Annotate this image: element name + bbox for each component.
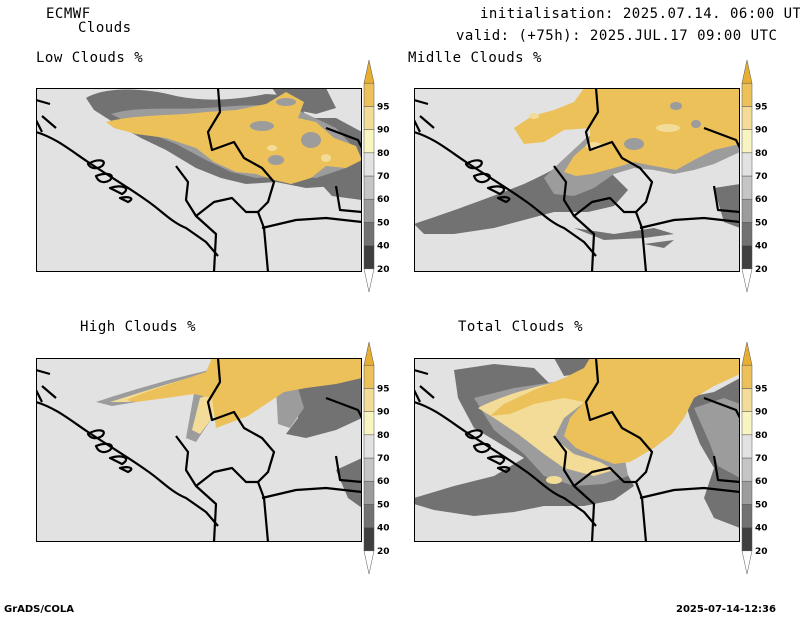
colorbar-segment [363, 222, 375, 246]
colorbar-segment [363, 364, 375, 389]
colorbar-segment [741, 129, 753, 154]
colorbar-segment [363, 341, 375, 366]
colorbar-tick-label: 20 [755, 265, 768, 275]
colorbar-segment [363, 198, 375, 223]
colorbar-tick-label: 70 [755, 172, 768, 182]
colorbar-tick-label: 90 [755, 126, 768, 136]
panel-title-high-clouds: High Clouds % [80, 319, 197, 335]
colorbar-segment [363, 480, 375, 505]
colorbar-tick-label: 80 [377, 149, 390, 159]
colorbar-segment [741, 527, 753, 552]
initialisation-time: initialisation: 2025.07.14. 06:00 UTC [480, 6, 800, 22]
colorbar-tick-label: 80 [755, 431, 768, 441]
colorbar-tick-label: 50 [377, 218, 390, 228]
valid-time: valid: (+75h): 2025.JUL.17 09:00 UTC [456, 28, 778, 44]
colorbar-tick-label: 95 [377, 384, 390, 394]
middle-clouds-map [414, 88, 740, 272]
colorbar-segment [741, 341, 753, 366]
colorbar-segment [363, 388, 375, 412]
colorbar-segment [363, 175, 375, 200]
colorbar-segment [363, 152, 375, 177]
colorbar-tick-label: 50 [377, 500, 390, 510]
colorbar-segment [363, 434, 375, 459]
colorbar-total: 20 40 50 60 70 80 90 95 [741, 341, 768, 575]
colorbar-segment [741, 175, 753, 200]
colorbar-tick-label: 40 [755, 524, 768, 534]
colorbar-segment [363, 59, 375, 84]
panel-title-middle-clouds: Midlle Clouds % [408, 50, 542, 66]
colorbar-segment [741, 434, 753, 459]
colorbar-tick-label: 90 [377, 126, 390, 136]
colorbar-segment [741, 106, 753, 130]
colorbar-segment [741, 222, 753, 246]
colorbar-segment [363, 411, 375, 436]
colorbar-tick-label: 70 [377, 172, 390, 182]
model-name: ECMWF [46, 6, 91, 22]
colorbar-tick-label: 80 [377, 431, 390, 441]
colorbar-segment [741, 411, 753, 436]
panel-title-total-clouds: Total Clouds % [458, 319, 584, 335]
colorbar-low: 20 40 50 60 70 80 90 95 [363, 59, 390, 293]
colorbar-segment [741, 388, 753, 412]
colorbar-segment [741, 152, 753, 177]
colorbar-tick-label: 95 [755, 384, 768, 394]
footer-timestamp: 2025-07-14-12:36 [676, 604, 776, 615]
colorbar-segment [363, 245, 375, 270]
colorbar-segment [741, 82, 753, 107]
colorbar-segment [363, 106, 375, 130]
colorbar-segment [363, 550, 375, 575]
colorbar-segment [741, 480, 753, 505]
colorbar-tick-label: 60 [755, 195, 768, 205]
colorbar-tick-label: 40 [377, 242, 390, 252]
colorbar-segment [741, 268, 753, 293]
colorbar-segment [363, 129, 375, 154]
colorbar-tick-label: 70 [755, 454, 768, 464]
colorbar-segment [741, 245, 753, 270]
colorbar-segment [363, 457, 375, 482]
colorbar-segment [741, 59, 753, 84]
colorbar-segment [741, 550, 753, 575]
colorbar-tick-label: 50 [755, 218, 768, 228]
colorbar-tick-label: 60 [377, 477, 390, 487]
total-clouds-map [414, 358, 740, 542]
colorbar-tick-label: 70 [377, 454, 390, 464]
high-clouds-map [36, 358, 362, 542]
colorbar-tick-label: 80 [755, 149, 768, 159]
colorbar-tick-label: 40 [755, 242, 768, 252]
colorbar-segment [741, 198, 753, 223]
colorbar-tick-label: 95 [755, 102, 768, 112]
product-name: Clouds [78, 20, 132, 36]
colorbar-tick-label: 20 [755, 547, 768, 557]
colorbar-tick-label: 20 [377, 547, 390, 557]
colorbar-high: 20 40 50 60 70 80 90 95 [363, 341, 390, 575]
colorbar-segment [741, 364, 753, 389]
colorbar-tick-label: 60 [377, 195, 390, 205]
colorbar-tick-label: 50 [755, 500, 768, 510]
colorbar-tick-label: 90 [377, 408, 390, 418]
footer-software-label: GrADS/COLA [4, 604, 74, 615]
colorbar-segment [741, 504, 753, 528]
low-clouds-map [36, 88, 362, 272]
colorbar-middle: 20 40 50 60 70 80 90 95 [741, 59, 768, 293]
colorbar-segment [363, 82, 375, 107]
colorbar-segment [363, 268, 375, 293]
panel-title-low-clouds: Low Clouds % [36, 50, 144, 66]
colorbar-tick-label: 90 [755, 408, 768, 418]
colorbar-tick-label: 20 [377, 265, 390, 275]
colorbar-tick-label: 60 [755, 477, 768, 487]
colorbar-tick-label: 40 [377, 524, 390, 534]
colorbar-segment [363, 527, 375, 552]
colorbar-tick-label: 95 [377, 102, 390, 112]
colorbar-segment [363, 504, 375, 528]
colorbar-segment [741, 457, 753, 482]
